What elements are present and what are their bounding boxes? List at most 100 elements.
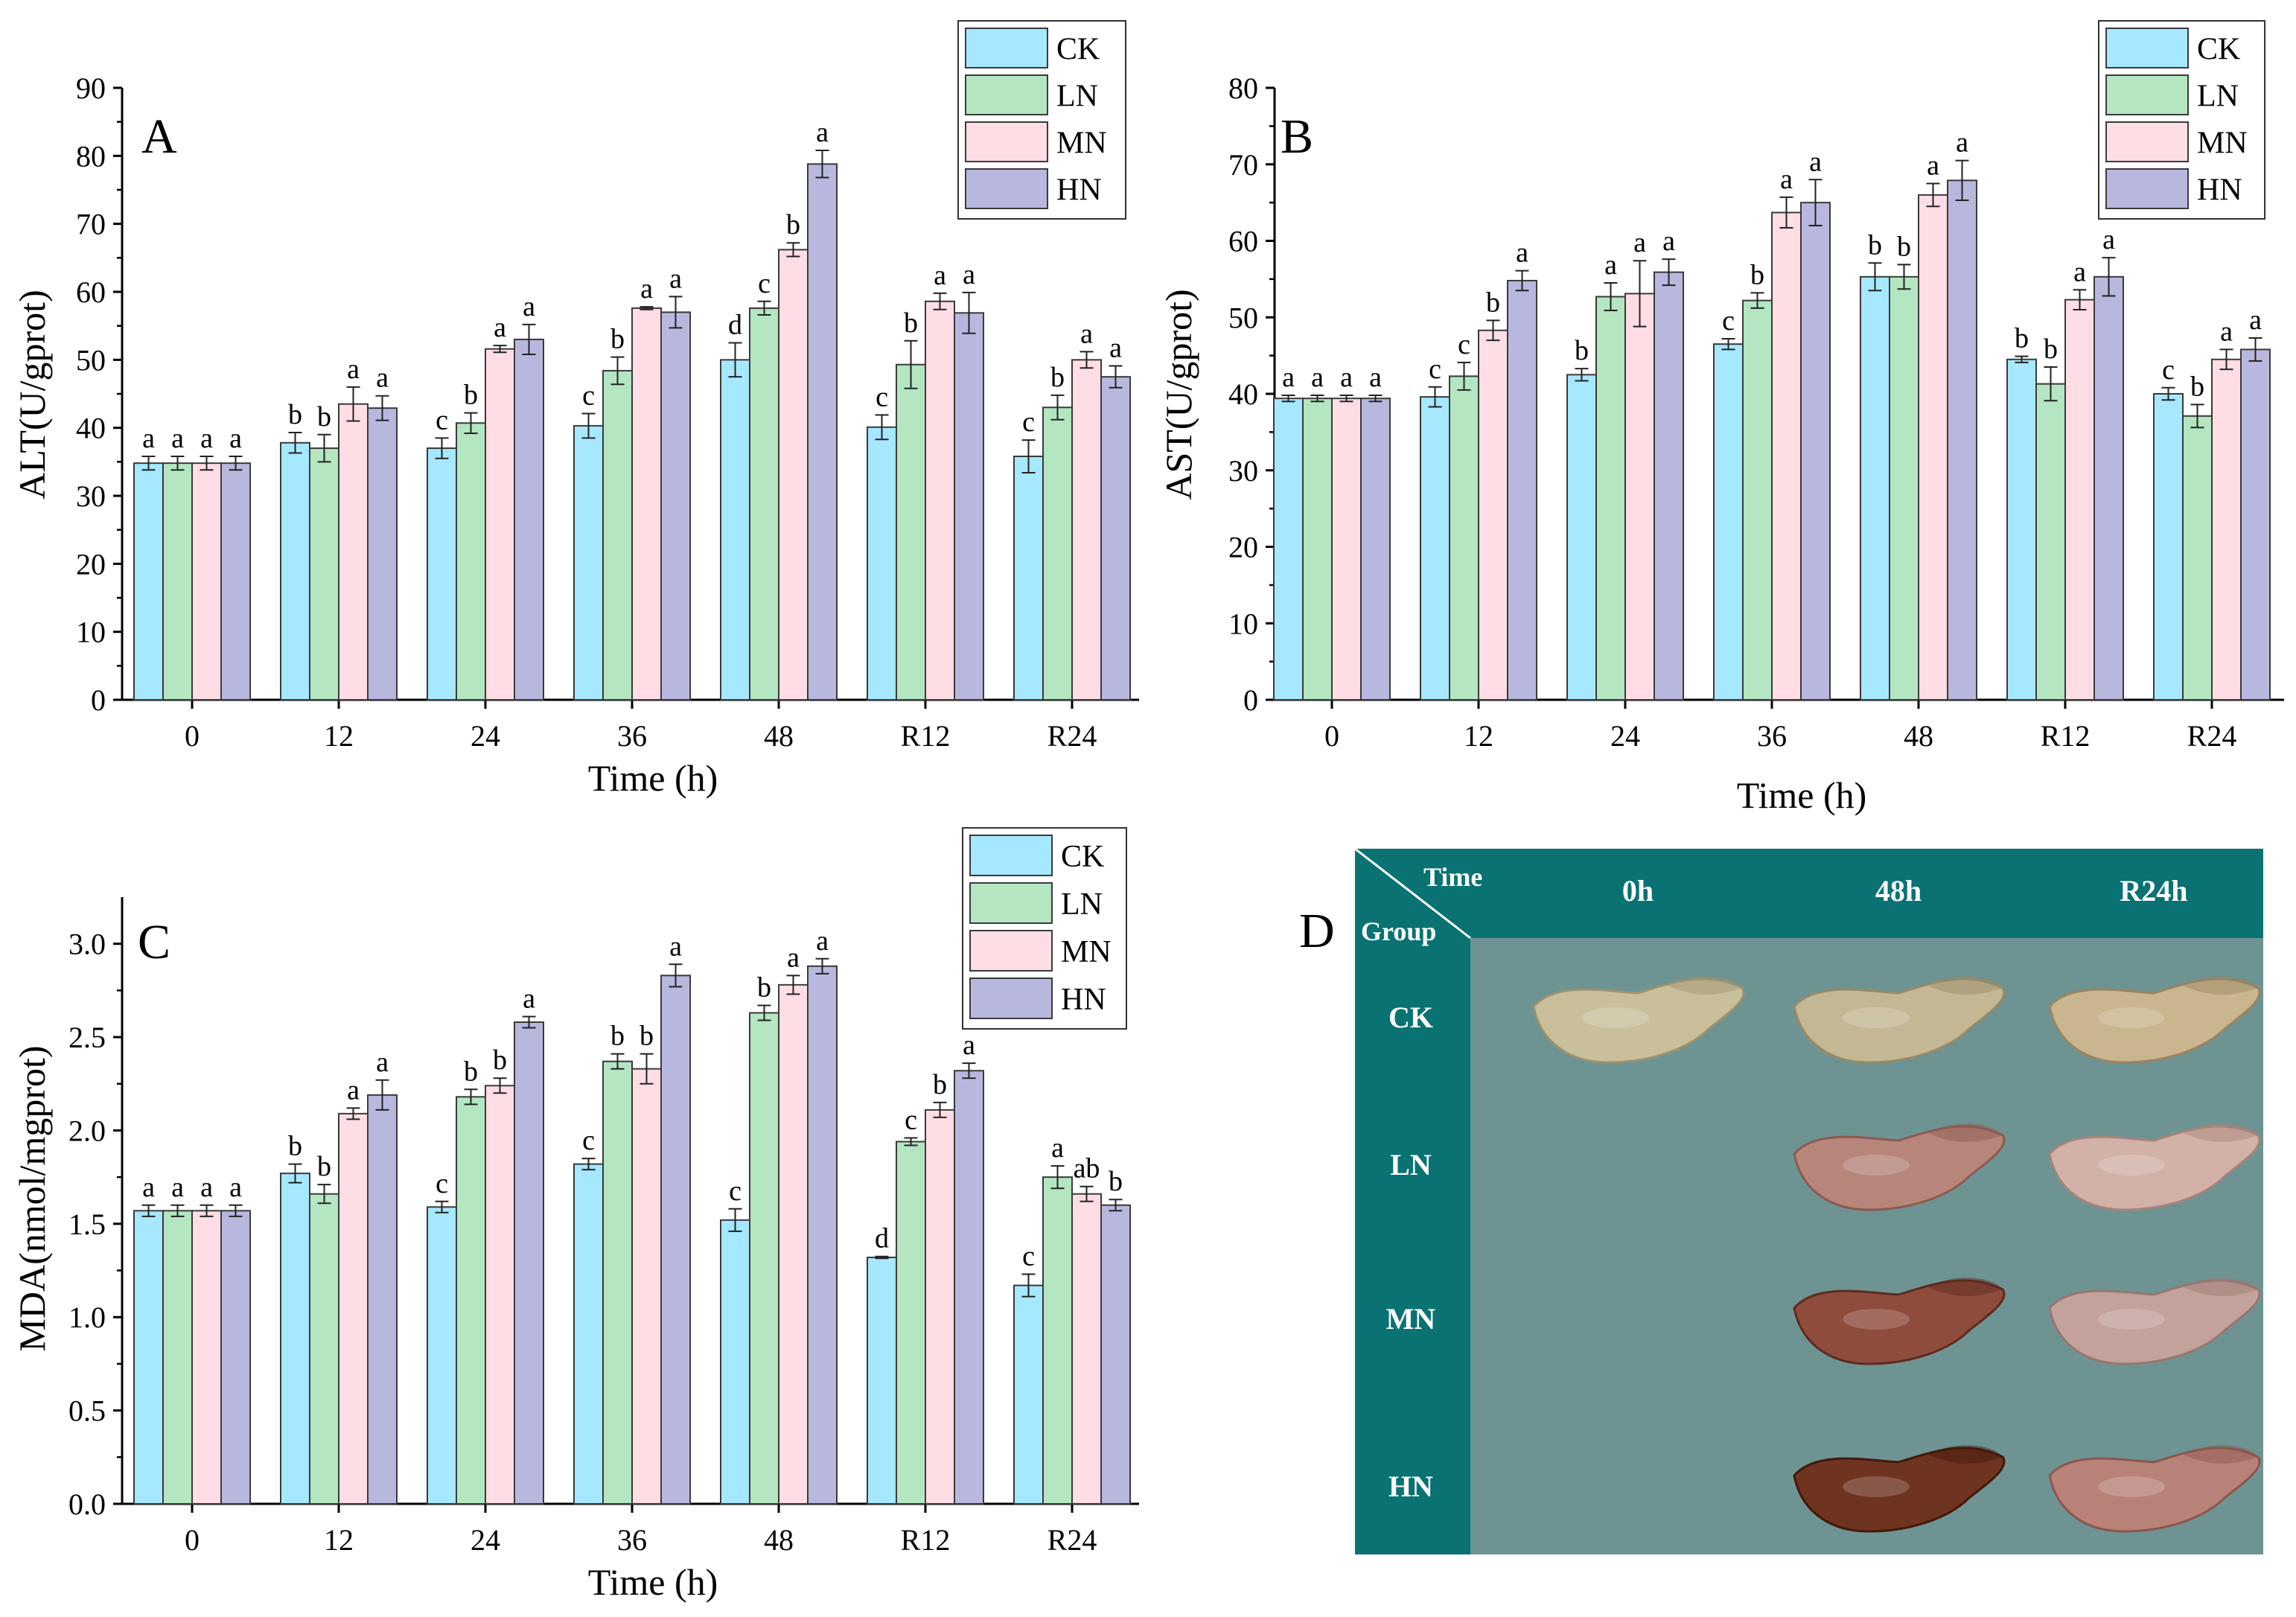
y-tick-label: 40 bbox=[1228, 377, 1258, 411]
bar-mn bbox=[1624, 293, 1655, 701]
significance-letter: b bbox=[464, 380, 478, 411]
legend-swatch-mn bbox=[969, 930, 1053, 972]
liver-highlight bbox=[2098, 1155, 2165, 1176]
column-header: R24h bbox=[2120, 874, 2187, 908]
legend-label-ln: LN bbox=[2197, 80, 2239, 114]
significance-letter: a bbox=[171, 1172, 184, 1203]
bar-ck bbox=[867, 426, 897, 701]
legend-swatch-ck bbox=[969, 835, 1053, 876]
y-tick-label: 70 bbox=[76, 208, 106, 241]
liver-lobe-shade bbox=[1668, 976, 1742, 995]
bar-mn bbox=[338, 1112, 369, 1505]
liver-sample-ck-0h bbox=[1532, 976, 1745, 1064]
legend-label-ck: CK bbox=[1061, 840, 1104, 874]
y-tick-label: 1.5 bbox=[68, 1208, 106, 1241]
liver-lobe-shade bbox=[1928, 976, 2003, 995]
bar-hn bbox=[954, 1070, 984, 1505]
liver-sample-mn-r24h bbox=[2048, 1278, 2261, 1365]
bar-mn bbox=[1071, 1193, 1102, 1505]
significance-letter: c bbox=[582, 1125, 595, 1156]
significance-letter: a bbox=[494, 312, 506, 343]
y-axis-title: MDA(nmol/mgprot) bbox=[11, 1045, 53, 1351]
liver-tissue bbox=[2048, 1125, 2261, 1211]
panel-label: D bbox=[1299, 904, 1335, 958]
bar-mn bbox=[191, 1210, 222, 1505]
significance-letter: a bbox=[1780, 164, 1793, 195]
y-tick-label: 0 bbox=[91, 683, 106, 717]
liver-sample-ck-r24h bbox=[2048, 976, 2261, 1064]
bar-hn bbox=[220, 1210, 251, 1505]
bar-hn bbox=[954, 312, 984, 701]
x-tick-label: R24 bbox=[1047, 1523, 1097, 1557]
y-axis-title: AST(U/gprot) bbox=[1158, 289, 1199, 500]
bar-ck bbox=[573, 1163, 604, 1505]
bar-mn bbox=[485, 1085, 515, 1505]
significance-letter: a bbox=[669, 931, 682, 962]
significance-letter: a bbox=[2249, 304, 2262, 336]
significance-letter: a bbox=[1080, 318, 1093, 349]
significance-letter: c bbox=[758, 268, 771, 299]
x-tick-label: 24 bbox=[471, 719, 500, 753]
x-tick-label: 0 bbox=[185, 1523, 200, 1557]
x-tick-label: 0 bbox=[1324, 719, 1339, 753]
bar-ln bbox=[1302, 398, 1333, 701]
significance-letter: b bbox=[464, 1056, 478, 1087]
y-tick-label: 50 bbox=[76, 343, 106, 377]
significance-letter: b bbox=[1050, 362, 1065, 393]
significance-letter: a bbox=[787, 942, 800, 973]
bar-mn bbox=[485, 348, 515, 701]
liver-lobe-shade bbox=[1928, 1278, 2003, 1297]
significance-letter: a bbox=[934, 260, 946, 291]
significance-letter: c bbox=[1022, 1241, 1035, 1272]
bar-ln bbox=[1595, 296, 1626, 701]
significance-letter: a bbox=[1051, 1132, 1064, 1164]
liver-tissue bbox=[1793, 1125, 2006, 1211]
bar-hn bbox=[660, 975, 691, 1505]
x-axis-title: Time (h) bbox=[1737, 774, 1867, 816]
significance-letter: c bbox=[436, 404, 448, 436]
x-tick-label: 36 bbox=[617, 1523, 647, 1557]
bar-ln bbox=[749, 307, 779, 701]
bar-ck bbox=[133, 1210, 164, 1505]
bar-hn bbox=[514, 1021, 544, 1505]
y-tick-label: 2.5 bbox=[68, 1021, 106, 1054]
bar-ck bbox=[1013, 456, 1044, 701]
significance-letter: a bbox=[1927, 150, 1939, 181]
y-tick-label: 60 bbox=[1228, 225, 1258, 258]
bar-hn bbox=[367, 407, 398, 701]
significance-letter: a bbox=[523, 291, 535, 322]
y-tick-label: 70 bbox=[1228, 148, 1258, 182]
significance-letter: c bbox=[1429, 354, 1441, 385]
liver-sample-hn-r24h bbox=[2048, 1445, 2261, 1533]
liver-tissue bbox=[2048, 1279, 2261, 1365]
significance-letter: a bbox=[523, 983, 535, 1014]
x-tick-label: 36 bbox=[1757, 719, 1787, 753]
bar-ck bbox=[2006, 358, 2037, 701]
liver-highlight bbox=[1843, 1007, 1910, 1028]
bar-ck bbox=[1713, 343, 1744, 701]
bar-mn bbox=[191, 462, 222, 701]
legend-swatch-ck bbox=[2105, 28, 2189, 68]
legend-swatch-hn bbox=[965, 168, 1048, 209]
significance-letter: a bbox=[1633, 227, 1646, 258]
legend-label-hn: HN bbox=[2197, 173, 2242, 208]
significance-letter: a bbox=[1662, 226, 1675, 257]
liver-lobe-shade bbox=[2184, 1278, 2258, 1297]
liver-highlight bbox=[1843, 1155, 1910, 1176]
significance-letter: b bbox=[786, 209, 800, 240]
liver-tissue bbox=[1793, 1279, 2006, 1365]
liver-highlight bbox=[1843, 1309, 1910, 1330]
significance-letter: a bbox=[640, 273, 653, 304]
bar-hn bbox=[514, 338, 544, 701]
y-tick-label: 20 bbox=[1228, 531, 1258, 564]
liver-lobe-shade bbox=[2184, 1445, 2258, 1464]
x-tick-label: R24 bbox=[1047, 719, 1097, 753]
bar-ck bbox=[1860, 275, 1890, 701]
significance-letter: d bbox=[875, 1223, 889, 1254]
x-tick-label: 48 bbox=[1904, 719, 1933, 753]
y-tick-label: 10 bbox=[1228, 607, 1258, 640]
bar-hn bbox=[1360, 398, 1391, 701]
bar-mn bbox=[1071, 359, 1102, 701]
row-header: HN bbox=[1388, 1470, 1433, 1503]
